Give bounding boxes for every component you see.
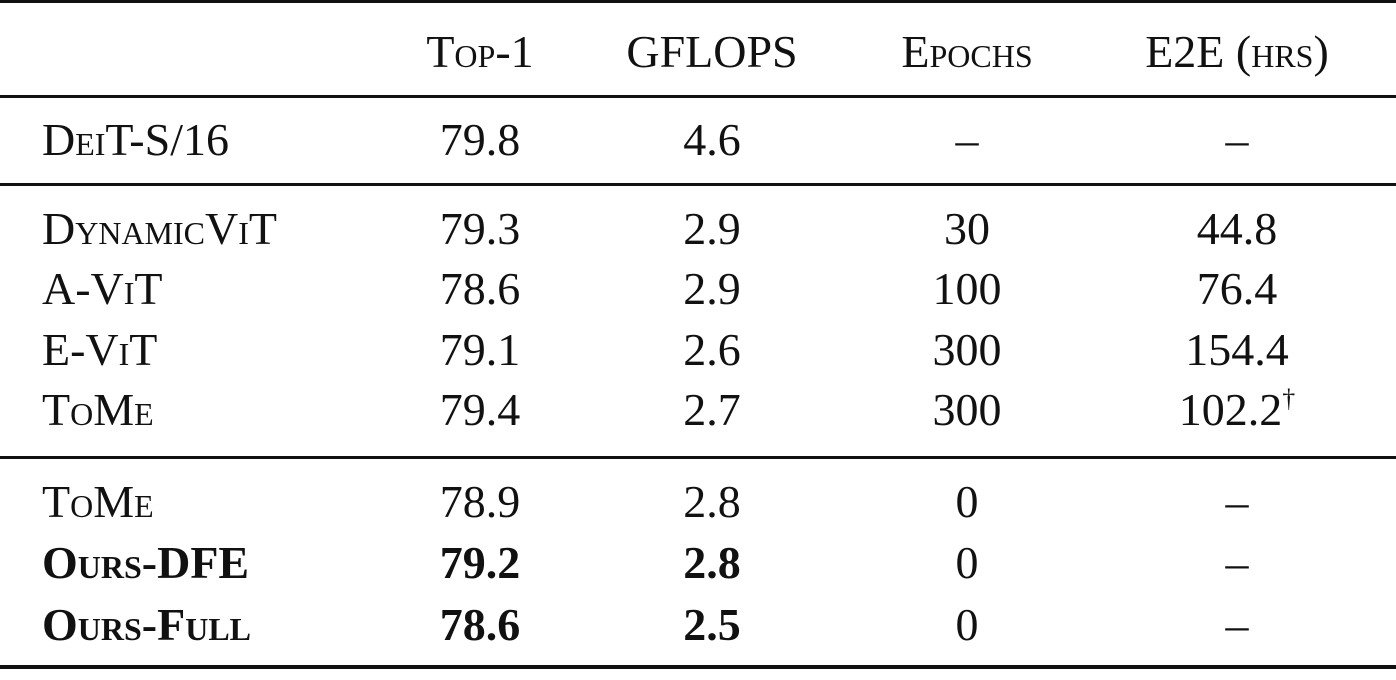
footnote-mark: † xyxy=(1282,384,1296,413)
bottom-rule xyxy=(0,665,1396,669)
cell-value: 2.8 xyxy=(683,476,741,527)
row-label: DynamicViT xyxy=(42,203,277,254)
cell-value: 2.5 xyxy=(683,599,741,650)
value-text: 102.2 xyxy=(1178,384,1283,435)
header-rule xyxy=(0,95,1396,98)
column-header: E2E (hrs) xyxy=(1145,26,1329,77)
cell-value: 2.8 xyxy=(683,537,741,588)
cell-value: 79.1 xyxy=(439,324,521,375)
top-rule xyxy=(0,0,1396,3)
cell-value: 78.6 xyxy=(439,599,521,650)
row-label: DeiT-S/16 xyxy=(42,114,229,165)
cell-value: 79.8 xyxy=(439,114,521,165)
cell-value: 78.9 xyxy=(439,476,521,527)
cell-value: 2.7 xyxy=(683,384,741,435)
cell-value: 78.6 xyxy=(439,263,521,314)
row-label: ToMe xyxy=(42,384,154,435)
row-label: A-ViT xyxy=(42,263,163,314)
row-label: Ours-DFE xyxy=(42,537,250,588)
cell-value: 79.2 xyxy=(439,537,521,588)
column-header: GFLOPS xyxy=(626,26,798,77)
cell-value: 2.9 xyxy=(683,263,741,314)
cell-value: – xyxy=(955,114,979,165)
cell-value: – xyxy=(1225,476,1249,527)
cell-value: 30 xyxy=(944,203,990,254)
group-rule xyxy=(0,456,1396,459)
cell-value: 79.4 xyxy=(439,384,521,435)
cell-value: – xyxy=(1225,537,1249,588)
cell-value: 76.4 xyxy=(1196,263,1278,314)
cell-value: 300 xyxy=(932,324,1002,375)
cell-value: 300 xyxy=(932,384,1002,435)
cell-value: 154.4 xyxy=(1185,324,1289,375)
cell-value: 2.9 xyxy=(683,203,741,254)
column-header: Epochs xyxy=(901,26,1033,77)
row-label: ToMe xyxy=(42,476,154,527)
cell-value: 79.3 xyxy=(439,203,521,254)
cell-value: 4.6 xyxy=(683,114,741,165)
cell-value: 2.6 xyxy=(683,324,741,375)
cell-value: 0 xyxy=(955,476,979,527)
row-label: E-ViT xyxy=(42,324,158,375)
cell-value: 0 xyxy=(955,537,979,588)
column-header: Top-1 xyxy=(426,26,534,77)
cell-value: 0 xyxy=(955,599,979,650)
cell-value: 44.8 xyxy=(1196,203,1278,254)
cell-value: – xyxy=(1225,599,1249,650)
group-rule xyxy=(0,183,1396,186)
row-label: Ours-Full xyxy=(42,599,252,650)
cell-value: 102.2† xyxy=(1179,382,1296,438)
cell-value: 100 xyxy=(932,263,1002,314)
cell-value: – xyxy=(1225,114,1249,165)
